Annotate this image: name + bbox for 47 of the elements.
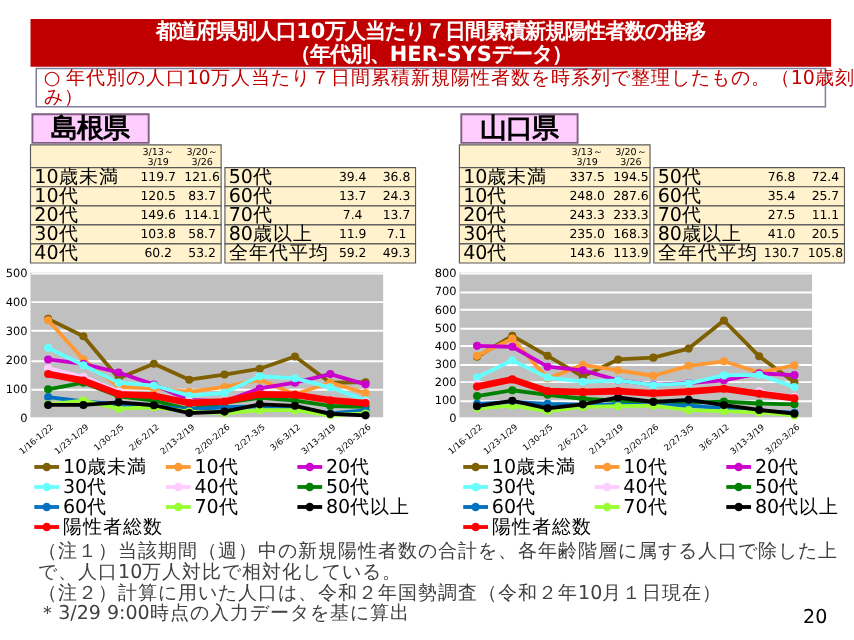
legend-label: 陽性者総数 [491, 514, 592, 539]
text: ＊3/29 9:00時点の入力データを基に算出 [38, 601, 410, 626]
text: 10代 [463, 186, 508, 208]
legend-label: 30代 [62, 476, 108, 499]
text: （注１）当該期間（週）中の新規陽性者数の合計を、各年齢階層に属する人口で除した上で、人口10万人対比で相対化している。 [38, 538, 839, 584]
chart-title: 山口県 [479, 115, 560, 146]
legend-label: 50代 [754, 476, 800, 499]
text: 20代 [463, 205, 508, 228]
legend-label: 50代 [325, 476, 371, 499]
text: 50代 [228, 166, 273, 189]
text: （年代別、HER-SYSデータ） [289, 42, 572, 67]
legend-label: 70代 [623, 496, 668, 519]
legend-label: 60代 [62, 496, 108, 519]
text: 50代 [657, 166, 702, 189]
legend-label: 80代以上 [754, 494, 840, 519]
text: 都道府県別人口10万人当たり７日間累積新規陽性者数の推移 [154, 20, 706, 45]
legend-label: 10代 [194, 456, 239, 479]
legend-label: 10歳未満 [62, 454, 148, 479]
legend-label: 70代 [194, 496, 239, 519]
text: 40代 [34, 243, 79, 266]
text: 30代 [34, 224, 79, 247]
text: 40代 [463, 243, 508, 266]
legend-label: 10代 [623, 456, 668, 479]
chart-title: 島根県 [50, 113, 131, 146]
legend-label: 10歳未満 [491, 454, 577, 479]
legend-label: 20代 [754, 456, 800, 479]
text: 80歳以上 [228, 222, 313, 247]
legend-label: 40代 [194, 476, 239, 499]
text: 10歳未満 [34, 164, 119, 189]
text: 10歳未満 [463, 164, 548, 189]
legend-label: 60代 [491, 496, 537, 519]
legend-label: 80代以上 [325, 494, 411, 519]
text: 全年代平均 [657, 241, 758, 266]
legend-label: 40代 [623, 476, 668, 499]
text: （注２）計算に用いた人口は、令和２年国勢調査（令和２年10月１日現在） [38, 580, 723, 605]
text: ○ 年代別の人口10万人当たり７日間累積新規陽性者数を時系列で整理したもの。（10歳刻み） [43, 65, 854, 109]
text: 60代 [228, 186, 273, 208]
text: 20 [803, 607, 828, 630]
legend-label: 30代 [491, 476, 537, 499]
text: 80歳以上 [657, 222, 742, 247]
legend-label: 陽性者総数 [62, 514, 163, 539]
text: 10代 [34, 186, 79, 208]
text: 60代 [657, 186, 702, 208]
text: 全年代平均 [228, 241, 329, 266]
legend-label: 20代 [325, 456, 371, 479]
text: 30代 [463, 224, 508, 247]
text: 20代 [34, 205, 79, 228]
